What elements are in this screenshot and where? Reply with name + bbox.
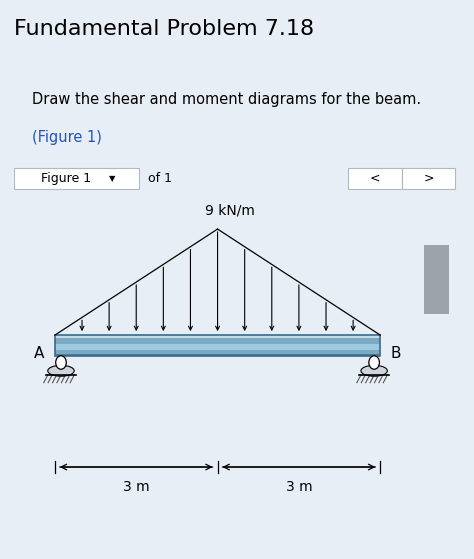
Text: of 1: of 1 bbox=[148, 172, 172, 185]
FancyBboxPatch shape bbox=[14, 168, 139, 189]
Text: 3 m: 3 m bbox=[123, 480, 149, 494]
Circle shape bbox=[56, 356, 66, 369]
Polygon shape bbox=[55, 344, 380, 349]
Text: 3 m: 3 m bbox=[286, 480, 312, 494]
Polygon shape bbox=[55, 354, 380, 356]
FancyBboxPatch shape bbox=[348, 168, 402, 189]
Text: >: > bbox=[423, 172, 434, 185]
Text: B: B bbox=[391, 345, 401, 361]
Circle shape bbox=[369, 356, 379, 369]
FancyBboxPatch shape bbox=[402, 168, 456, 189]
Text: (Figure 1): (Figure 1) bbox=[32, 130, 102, 145]
Bar bbox=[58, 358, 64, 373]
Text: A: A bbox=[34, 345, 45, 361]
Polygon shape bbox=[55, 338, 380, 354]
Text: Fundamental Problem 7.18: Fundamental Problem 7.18 bbox=[14, 19, 314, 39]
Bar bbox=[424, 245, 448, 314]
Text: Figure 1: Figure 1 bbox=[41, 172, 91, 185]
Text: <: < bbox=[370, 172, 380, 185]
Text: Draw the shear and moment diagrams for the beam.: Draw the shear and moment diagrams for t… bbox=[32, 92, 421, 107]
Text: ▼: ▼ bbox=[109, 174, 116, 183]
Text: 9 kN/m: 9 kN/m bbox=[205, 203, 255, 217]
Bar bbox=[371, 358, 377, 373]
Ellipse shape bbox=[361, 366, 387, 376]
Ellipse shape bbox=[48, 366, 74, 376]
Polygon shape bbox=[55, 335, 380, 338]
